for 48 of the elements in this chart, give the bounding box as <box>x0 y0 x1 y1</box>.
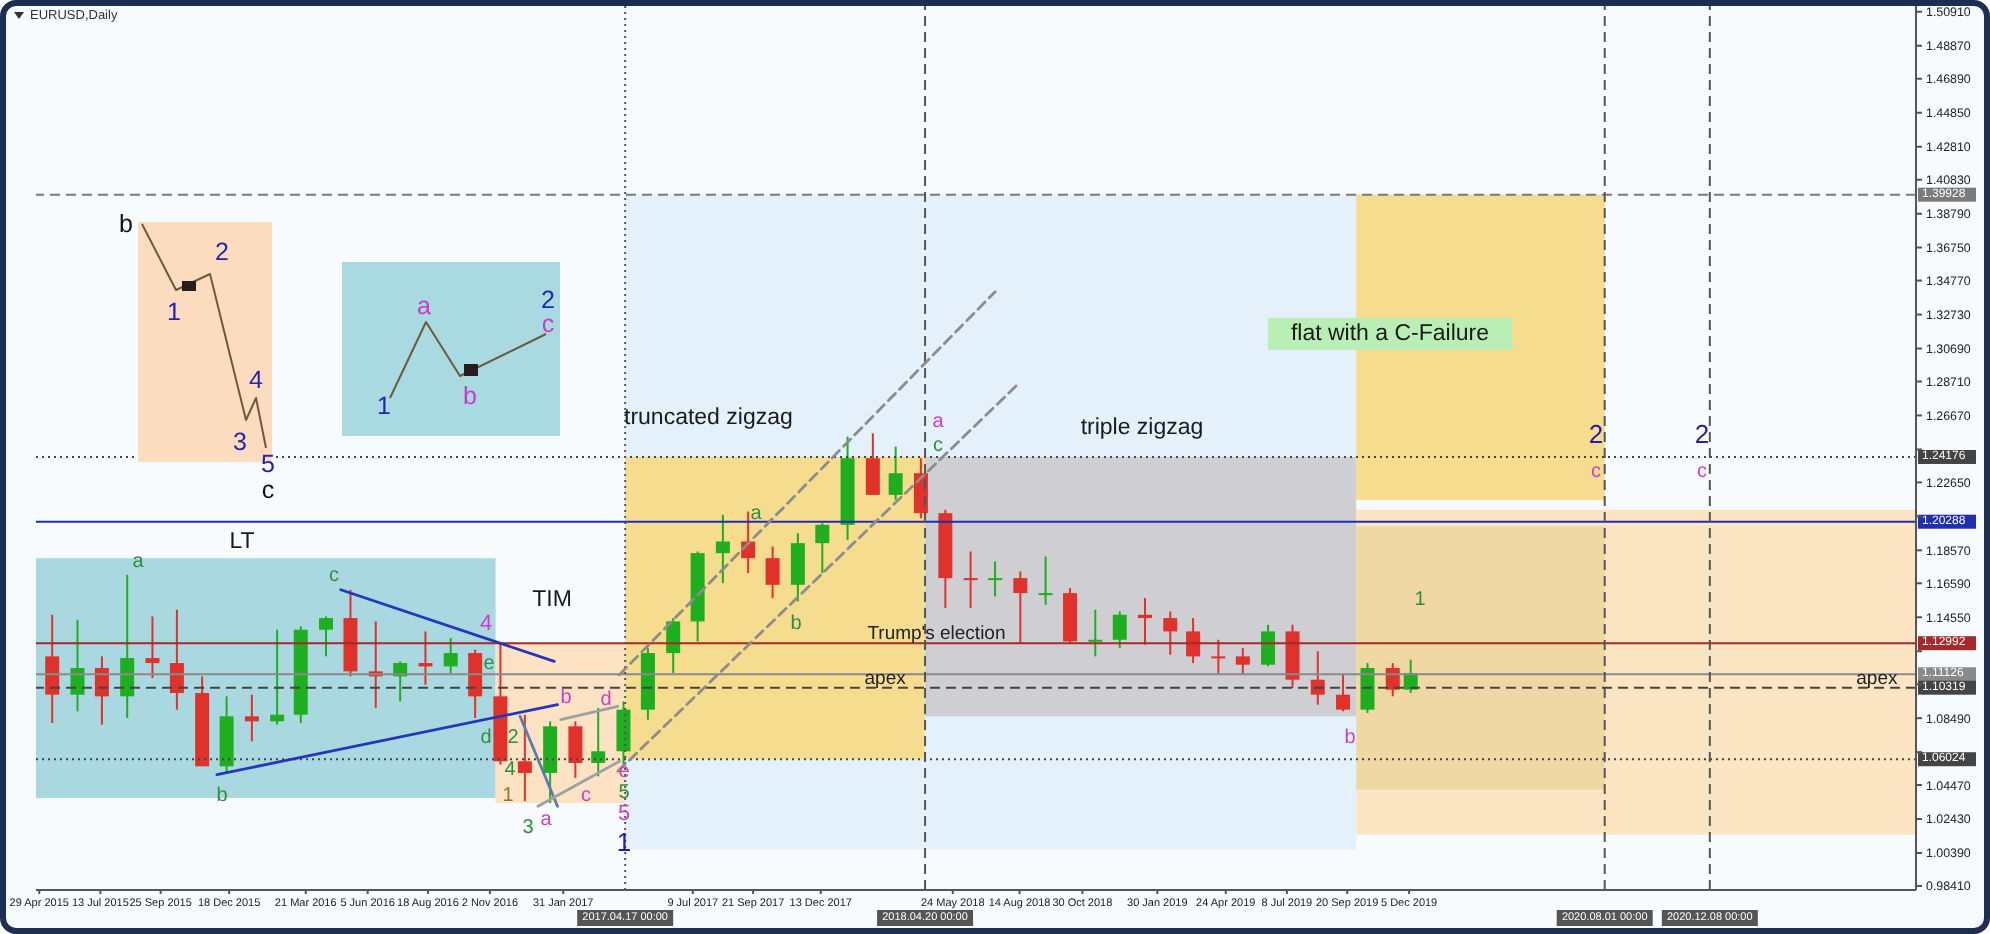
annotation: 1 <box>616 827 632 857</box>
annotation: apex <box>864 667 907 690</box>
annotation: truncated zigzag <box>624 406 793 430</box>
annotation: 1 <box>502 785 515 807</box>
annotation: b <box>560 687 573 709</box>
annotation: 2 <box>541 286 556 314</box>
annotation: 1 <box>1414 589 1427 611</box>
annotation: d <box>600 689 612 711</box>
annotation: 4 <box>249 366 264 394</box>
annotation: e <box>618 761 631 783</box>
annotation: 3 <box>233 428 248 456</box>
annotation: d <box>480 727 492 749</box>
annotation: b <box>1344 727 1357 749</box>
annotation: c <box>933 435 943 457</box>
annotation: b <box>119 210 134 238</box>
annotation: c <box>1591 461 1601 483</box>
annotation: apex <box>1856 667 1898 690</box>
annotation: TIM <box>532 588 572 612</box>
annotation: b <box>790 613 803 635</box>
annotation: 5 <box>261 450 276 478</box>
annotation: 2 <box>1694 419 1710 449</box>
annotation: 1 <box>167 298 182 326</box>
annotation: b <box>216 785 229 807</box>
annotation: 5 <box>618 782 631 804</box>
annotation: LT <box>229 530 255 554</box>
annotation: a <box>417 292 432 320</box>
annotation: a <box>540 809 553 831</box>
annotation: c <box>261 476 275 504</box>
annotation: 2 <box>507 727 520 749</box>
annotation: 2 <box>1588 419 1604 449</box>
annotation: 4 <box>504 759 517 781</box>
annotation: 1 <box>377 392 392 420</box>
annotation: a <box>750 503 763 525</box>
annotation: 2 <box>215 238 230 266</box>
annotation: flat with a C-Failure <box>1290 322 1490 346</box>
annotation: Trump's election <box>867 623 1006 646</box>
annotation: c <box>541 310 555 338</box>
annotation: 4 <box>479 612 493 636</box>
annotation: c <box>1697 461 1707 483</box>
annotation: a <box>132 551 145 573</box>
annotation: 5 <box>617 802 631 826</box>
annotation: b <box>463 382 478 410</box>
annotation: c <box>581 785 591 807</box>
annotation: e <box>483 653 496 675</box>
annotation: c <box>329 565 339 587</box>
annotation: 3 <box>522 817 535 839</box>
annotation: triple zigzag <box>1080 416 1204 440</box>
annotation: a <box>932 411 945 433</box>
